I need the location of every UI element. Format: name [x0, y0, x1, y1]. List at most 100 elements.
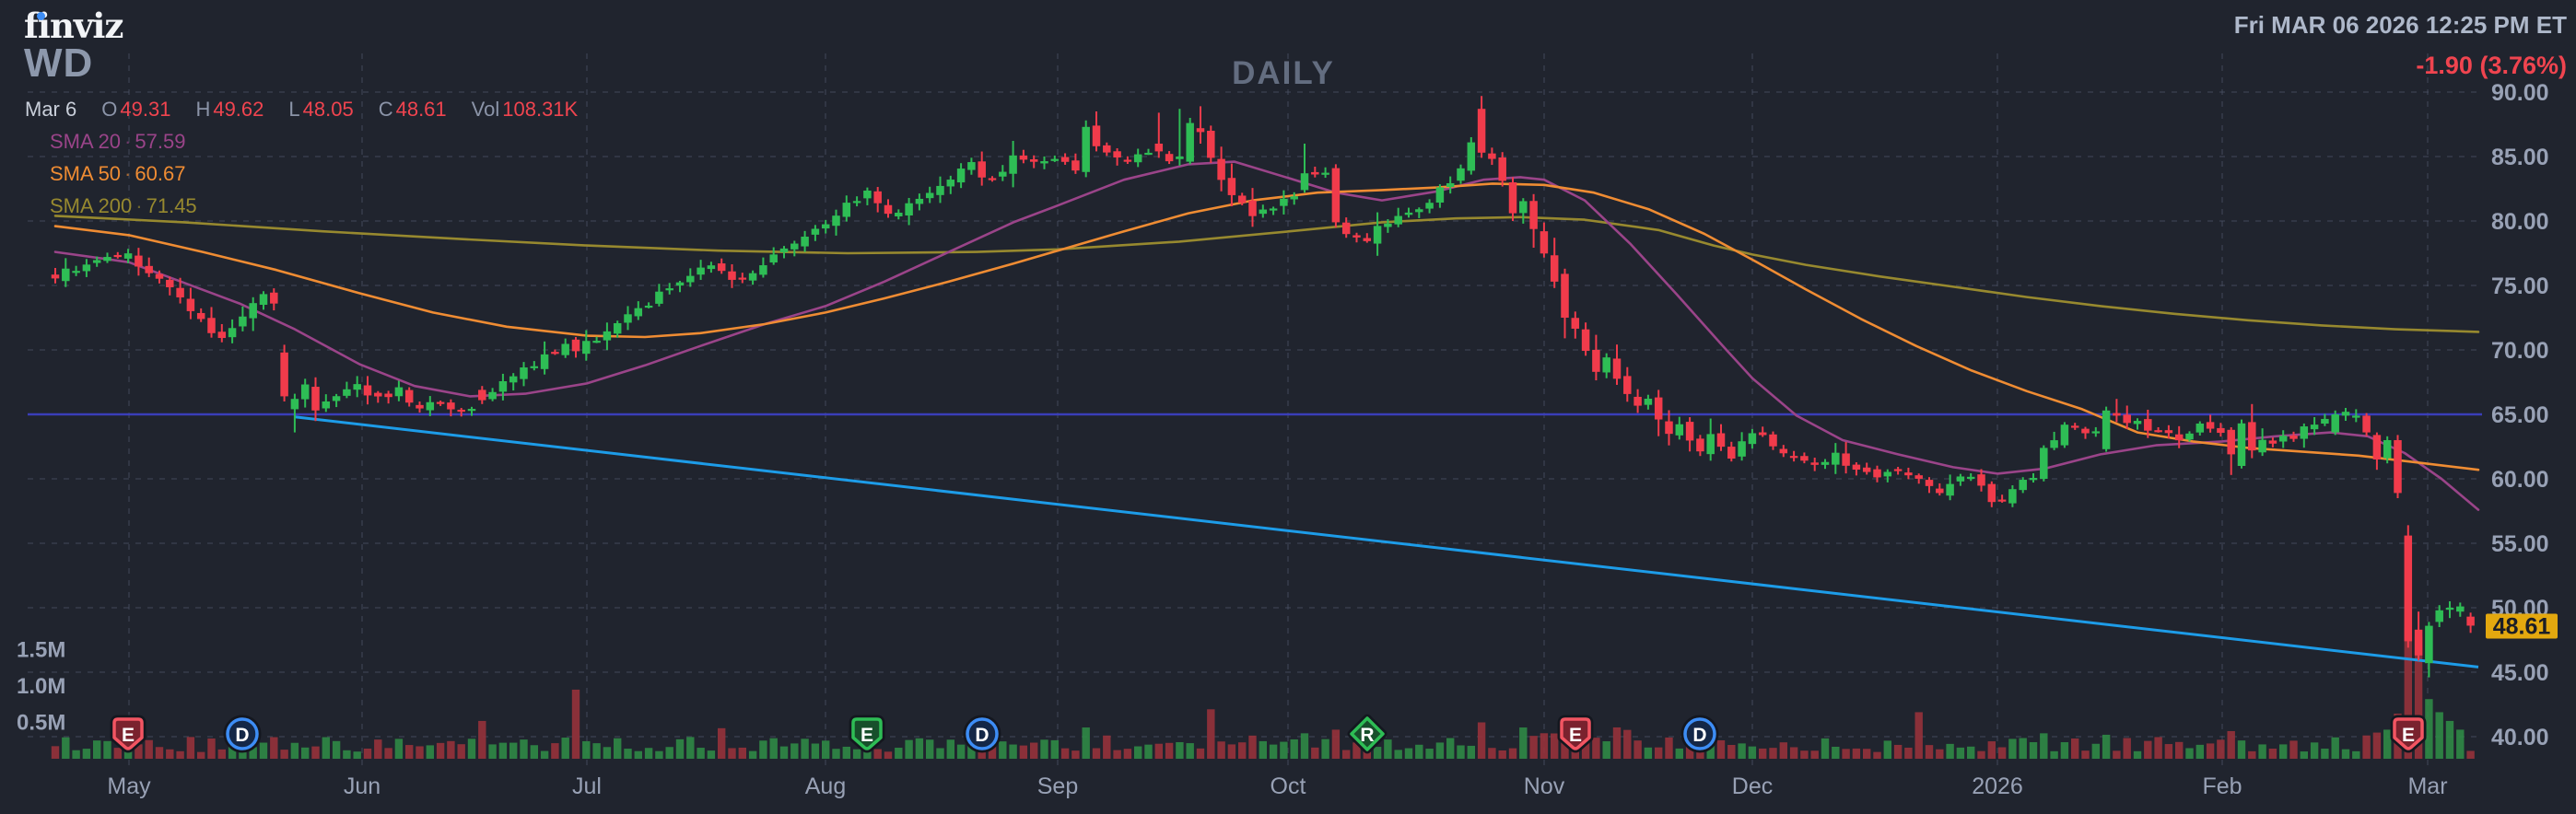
- candle: [1227, 178, 1236, 195]
- event-marker-r[interactable]: R: [1347, 714, 1388, 754]
- price-tick-label: 75.00: [2491, 273, 2549, 299]
- candle: [634, 308, 643, 317]
- candle: [1842, 453, 1850, 466]
- event-marker-d[interactable]: D: [1680, 715, 1719, 753]
- candle: [1165, 154, 1174, 162]
- volume-tick-label: 1.0M: [17, 674, 65, 699]
- price-tick-label: 80.00: [2491, 209, 2549, 235]
- candle: [2060, 424, 2069, 446]
- candle: [1883, 471, 1892, 477]
- volume-bar: [779, 746, 789, 759]
- volume-bar: [1842, 749, 1850, 759]
- candle: [135, 255, 143, 267]
- volume-bar: [2091, 743, 2100, 759]
- volume-bar: [51, 746, 60, 759]
- candle: [571, 339, 580, 352]
- volume-bar: [603, 747, 612, 759]
- volume-bar: [644, 748, 653, 759]
- volume-bar: [1134, 746, 1142, 759]
- candle: [936, 185, 944, 195]
- volume-bar: [1644, 747, 1653, 759]
- candle: [1092, 125, 1101, 146]
- event-marker-e[interactable]: E: [849, 715, 885, 753]
- event-marker-e[interactable]: E: [1557, 715, 1594, 753]
- candle: [1716, 433, 1726, 448]
- volume-bar: [2071, 738, 2079, 759]
- candle: [603, 331, 612, 341]
- candle: [1508, 182, 1517, 214]
- volume-bar: [988, 746, 997, 759]
- candle: [2081, 428, 2090, 434]
- volume-bar: [1415, 744, 1423, 759]
- candle: [1029, 159, 1038, 162]
- candle: [332, 396, 341, 401]
- candle: [655, 291, 663, 304]
- candle: [1019, 155, 1028, 160]
- candle: [196, 312, 205, 320]
- event-marker-e[interactable]: E: [110, 715, 146, 753]
- candle: [1779, 448, 1788, 454]
- candle: [2435, 610, 2443, 622]
- candle: [1602, 357, 1610, 373]
- volume-bar: [1071, 750, 1080, 759]
- volume-bar: [1404, 748, 1413, 759]
- volume-bar: [592, 743, 601, 759]
- volume-bar: [186, 737, 195, 759]
- candle: [1144, 152, 1153, 156]
- price-tick-label: 70.00: [2491, 338, 2549, 364]
- candle: [1914, 475, 1923, 479]
- candle: [1384, 223, 1392, 227]
- candle: [1207, 131, 1215, 158]
- candle: [2310, 424, 2319, 430]
- candle: [2133, 421, 2142, 424]
- event-marker-e[interactable]: E: [2390, 715, 2427, 753]
- volume-bar: [582, 740, 591, 759]
- descending-trendline[interactable]: [294, 415, 2479, 669]
- candle: [1561, 273, 1569, 318]
- candle: [1467, 142, 1476, 171]
- sma-legend-row: SMA 50 · 60.67: [50, 162, 185, 186]
- volume-bar: [561, 738, 569, 759]
- candle: [1133, 154, 1142, 163]
- volume-bar: [2008, 738, 2017, 759]
- volume-bar: [103, 740, 111, 759]
- volume-bar: [718, 727, 726, 759]
- candle: [280, 352, 288, 397]
- volume-bar: [1519, 727, 1528, 759]
- event-marker-letter: E: [2402, 725, 2415, 746]
- quote-pair: C 48.61: [379, 98, 447, 122]
- timeframe-label: DAILY: [1232, 55, 1335, 91]
- event-marker-d[interactable]: D: [223, 715, 262, 753]
- event-marker-letter: E: [861, 725, 873, 746]
- candle: [863, 190, 872, 199]
- candle: [239, 316, 247, 327]
- volume-bar: [946, 739, 954, 759]
- candle: [801, 237, 809, 247]
- volume-bar: [1394, 750, 1402, 759]
- event-marker-d[interactable]: D: [963, 715, 1001, 753]
- month-label: Jun: [344, 773, 381, 799]
- candle: [779, 248, 789, 253]
- candle: [1435, 187, 1445, 204]
- volume-bar: [176, 750, 184, 759]
- volume-bar: [113, 748, 122, 759]
- candle: [738, 277, 747, 280]
- volume-bar: [2227, 730, 2235, 759]
- candle: [1873, 469, 1881, 478]
- volume-bar: [1217, 741, 1225, 759]
- quote-label: L: [288, 98, 300, 121]
- candle: [1280, 198, 1288, 206]
- volume-bar: [915, 738, 924, 759]
- candle: [1832, 452, 1840, 465]
- candle: [811, 228, 820, 235]
- volume-bar: [416, 746, 424, 759]
- candle: [613, 322, 622, 334]
- volume-bar: [842, 746, 850, 759]
- volume-bar: [2383, 729, 2392, 759]
- candle: [520, 367, 528, 379]
- candle: [1540, 231, 1549, 254]
- candle: [1987, 483, 1996, 503]
- candle: [92, 260, 101, 263]
